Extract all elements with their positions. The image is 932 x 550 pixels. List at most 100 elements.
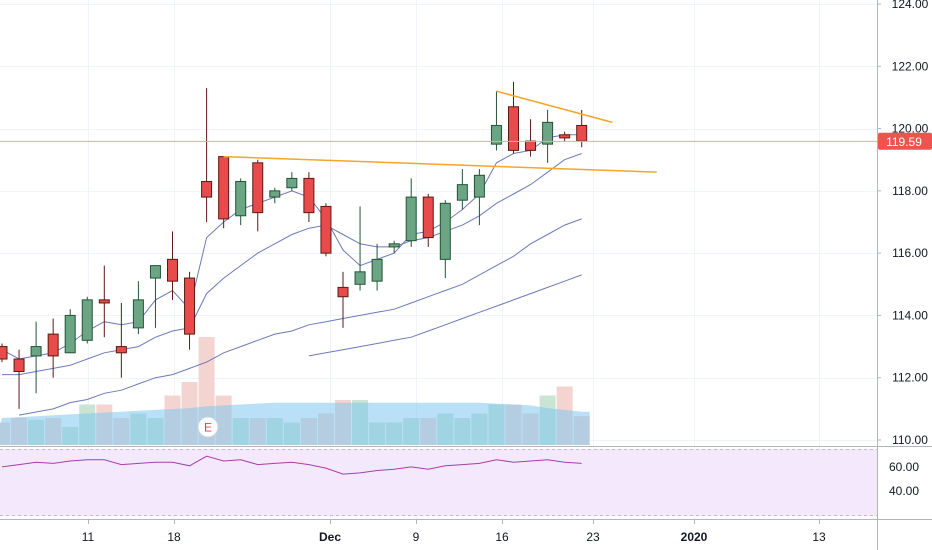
time-axis-label: 11 (82, 530, 95, 544)
candle[interactable] (337, 271, 349, 328)
candle[interactable] (30, 321, 42, 394)
candle-body (149, 265, 161, 279)
candle-body (508, 106, 519, 151)
candles[interactable] (0, 81, 588, 409)
price-axis-label: 116.00 (892, 246, 928, 260)
trendline[interactable] (496, 90, 613, 124)
candle[interactable] (405, 178, 417, 247)
candle-body (405, 196, 417, 242)
price-axis-label: 120.00 (892, 122, 929, 136)
candle[interactable] (98, 265, 110, 338)
candle-body (115, 346, 127, 354)
price-axis-label: 124.00 (892, 0, 929, 11)
candle[interactable] (47, 318, 59, 378)
candle-body (13, 358, 25, 372)
candle[interactable] (490, 91, 502, 151)
candle[interactable] (286, 172, 298, 191)
candle[interactable] (132, 281, 144, 335)
candle-body (303, 177, 315, 214)
moving-average-line (308, 274, 582, 357)
candle[interactable] (320, 203, 332, 257)
candle[interactable] (388, 240, 400, 254)
candle[interactable] (115, 302, 127, 378)
candle[interactable] (149, 265, 161, 328)
moving-average-line (2, 153, 582, 376)
candle-body (354, 271, 366, 285)
candle[interactable] (81, 296, 93, 344)
candle[interactable] (473, 169, 485, 226)
candle-body (371, 258, 383, 282)
candle-body (388, 243, 400, 248)
trendline[interactable] (223, 155, 657, 173)
price-tag-label: 119.59 (886, 135, 922, 149)
price-axis-label: 118.00 (892, 184, 928, 198)
candle-body (184, 277, 196, 335)
time-axis-label: 23 (586, 530, 600, 544)
candle-body (439, 202, 451, 260)
candle[interactable] (371, 243, 383, 291)
candle-body (320, 205, 332, 254)
candle-body (525, 140, 537, 151)
candle[interactable] (542, 109, 554, 163)
candle[interactable] (218, 156, 230, 229)
candle[interactable] (184, 271, 196, 350)
price-axis-label: 122.00 (892, 59, 929, 73)
trendlines[interactable] (223, 90, 657, 173)
moving-average-line (1, 134, 582, 360)
candle[interactable] (235, 178, 247, 226)
candle-body (422, 196, 434, 239)
candle-body (542, 121, 554, 145)
candle-body (81, 299, 93, 341)
candle-body (167, 258, 178, 282)
time-axis-label: 18 (167, 530, 181, 544)
candle-body (47, 333, 59, 357)
rsi-line (1, 455, 582, 475)
candle[interactable] (456, 169, 468, 210)
candle-body (456, 184, 468, 201)
time-axis-label: 9 (413, 530, 420, 544)
volume-ma-area (0, 402, 590, 445)
candle[interactable] (201, 88, 213, 222)
candle-body (576, 124, 588, 142)
moving-averages (1, 134, 582, 416)
earnings-marker-circle[interactable] (197, 416, 219, 438)
candle[interactable] (64, 309, 76, 354)
rsi-band-background (0, 449, 877, 516)
time-axis[interactable]: 11 18 Dec 9 16 23 2020 13 (82, 520, 826, 544)
candle[interactable] (422, 193, 434, 247)
candle[interactable] (303, 172, 315, 222)
earnings-marker-label: E (204, 421, 212, 435)
candle[interactable] (559, 131, 571, 142)
candle-body (98, 299, 110, 304)
candle[interactable] (269, 187, 281, 204)
candle-body (337, 286, 349, 298)
time-axis-label: 2020 (681, 530, 708, 544)
time-axis-label: 13 (812, 530, 826, 544)
candle-body (218, 156, 230, 220)
candle-body (286, 177, 298, 189)
candle-body (252, 162, 264, 214)
price-tag: 119.59 (878, 132, 932, 150)
candle[interactable] (167, 231, 178, 300)
price-axis-label: 110.00 (892, 433, 928, 447)
candle-body (559, 134, 571, 139)
candle-body (473, 174, 485, 198)
price-axis[interactable]: 124.00 122.00 120.00 118.00 116.00 114.00 112.… (877, 0, 929, 447)
rsi-axis[interactable]: 60.00 40.00 (889, 460, 919, 498)
moving-average-line (19, 218, 582, 416)
candle-body (132, 299, 144, 329)
candle[interactable] (0, 343, 8, 363)
candle[interactable] (354, 206, 366, 291)
candle[interactable] (13, 349, 25, 409)
price-axis-label: 112.00 (892, 371, 928, 385)
candle[interactable] (439, 200, 451, 279)
price-axis-label: 114.00 (892, 308, 928, 322)
earnings-marker[interactable]: E (197, 416, 219, 438)
candle[interactable] (252, 159, 264, 232)
rsi-indicator (1, 455, 582, 475)
price-tag-background (878, 132, 932, 150)
time-axis-label: 16 (495, 530, 509, 544)
candle-body (269, 190, 281, 198)
time-axis-label: Dec (319, 530, 341, 544)
